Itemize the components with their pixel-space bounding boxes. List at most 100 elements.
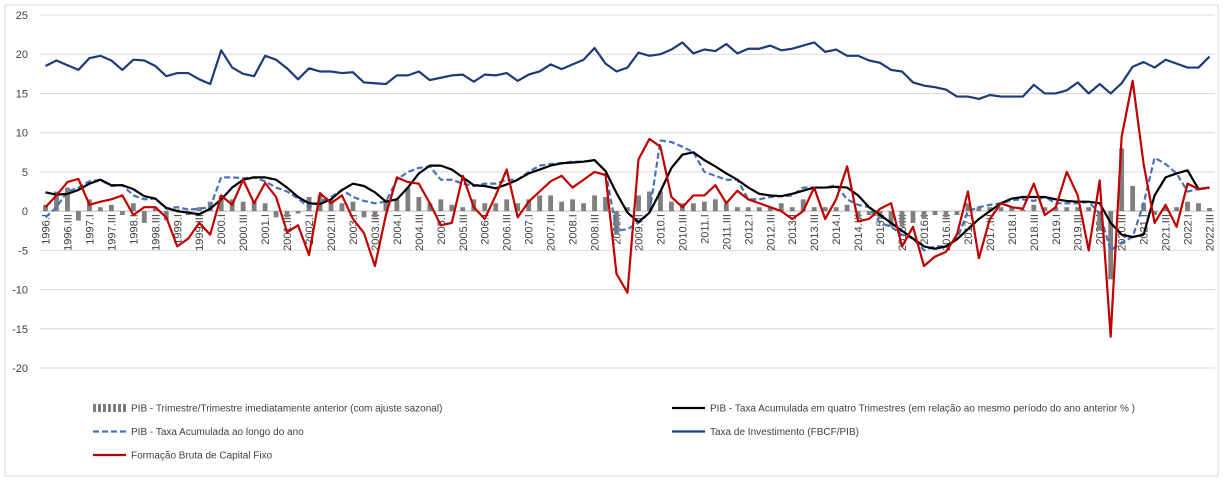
- bar: [844, 204, 850, 212]
- bar: [482, 203, 488, 212]
- bar: [1075, 207, 1081, 212]
- bar: [361, 211, 367, 218]
- bar: [1196, 203, 1201, 212]
- bar: [987, 207, 993, 212]
- x-tick-label: 2008.III: [590, 214, 602, 251]
- legend-swatch: [98, 404, 101, 412]
- bar: [690, 203, 696, 212]
- bar: [339, 203, 345, 212]
- bar: [756, 207, 762, 212]
- legend-swatch: [113, 404, 116, 412]
- legend: PIB - Trimestre/Trimestre imediatamente …: [93, 404, 1135, 462]
- bar: [1174, 207, 1179, 212]
- bar: [449, 204, 455, 212]
- bar: [822, 207, 828, 212]
- x-tick-label: 2007.I: [524, 214, 536, 245]
- x-tick-label: 2010.III: [677, 214, 689, 251]
- x-tick-label: 2000.III: [238, 214, 250, 251]
- bar: [712, 199, 718, 212]
- bar: [1141, 203, 1147, 212]
- bar: [196, 207, 202, 212]
- bar: [240, 201, 246, 212]
- bar: [372, 211, 378, 218]
- bar: [504, 199, 510, 212]
- bar: [1097, 211, 1103, 231]
- bar: [1064, 207, 1070, 212]
- legend-swatch: [123, 404, 126, 412]
- y-tick-label: -15: [12, 324, 28, 336]
- bar: [932, 211, 938, 216]
- bar: [1163, 207, 1168, 212]
- bar: [1086, 207, 1092, 212]
- x-tick-label: 1996.I: [40, 214, 52, 245]
- y-tick-label: 10: [16, 128, 28, 140]
- bar: [1020, 209, 1026, 212]
- bar: [811, 207, 817, 212]
- y-tick-label: -20: [12, 363, 28, 375]
- x-tick-label: 2010.I: [655, 214, 667, 245]
- plot-area: 1996.I 1996.III 1997.I 1997.III 1998.I 1998.I…: [40, 41, 1217, 338]
- bar: [965, 203, 971, 212]
- line-series: [45, 151, 1210, 250]
- legend-label: PIB - Trimestre/Trimestre imediatamente …: [131, 404, 442, 415]
- bar: [537, 195, 543, 212]
- bar: [614, 211, 619, 235]
- bar: [1130, 186, 1136, 212]
- legend-label: PIB - Taxa Acumulada em quatro Trimestre…: [710, 404, 1135, 415]
- bar: [1185, 201, 1190, 212]
- bar: [669, 201, 674, 212]
- bar: [350, 201, 356, 212]
- bar: [405, 187, 411, 212]
- bar: [855, 211, 861, 219]
- bar: [460, 207, 466, 212]
- x-tick-label: 2006.III: [502, 214, 514, 251]
- bar: [921, 211, 927, 219]
- y-tick-label: 5: [22, 167, 28, 179]
- x-tick-label: 1997.I: [84, 214, 96, 245]
- bar: [592, 195, 597, 212]
- bar: [888, 211, 894, 227]
- x-tick-label: 1996.III: [62, 214, 74, 251]
- bar: [1053, 207, 1059, 212]
- x-tick-label: 2000.I: [216, 214, 228, 245]
- y-tick-label: 25: [16, 10, 28, 22]
- bar: [1207, 207, 1212, 212]
- x-tick-label: 2003.I: [348, 214, 360, 245]
- x-tick-label: 2014.III: [853, 214, 865, 251]
- x-tick-label: 2018.III: [1029, 214, 1041, 251]
- legend-label: Formação Bruta de Capital Fixo: [131, 451, 273, 462]
- x-tick-label: 2012.I: [743, 214, 755, 245]
- bar: [1119, 148, 1125, 212]
- x-tick-label: 2001.I: [260, 214, 272, 245]
- bar: [152, 207, 158, 212]
- bar: [976, 207, 982, 212]
- bar: [394, 199, 400, 212]
- x-tick-label: 2008.I: [568, 214, 580, 245]
- bar: [1042, 207, 1048, 212]
- bar: [658, 191, 663, 212]
- x-tick-label: 2021.III: [1161, 214, 1173, 251]
- bar: [493, 203, 499, 212]
- bar: [954, 211, 960, 216]
- bar: [625, 207, 630, 212]
- x-tick-label: 2002.III: [326, 214, 338, 251]
- bar: [43, 204, 48, 212]
- bar: [789, 207, 795, 212]
- legend-label: PIB - Taxa Acumulada ao longo do ano: [131, 427, 304, 438]
- x-tick-label: 2013.I: [787, 214, 799, 245]
- x-tick-label: 2022.III: [1205, 214, 1217, 251]
- x-tick-label: 1999.I: [172, 214, 184, 245]
- line-series: [44, 79, 1210, 338]
- bar: [734, 207, 740, 212]
- line-series: [44, 41, 1211, 101]
- x-tick-label: 1997.III: [106, 214, 118, 251]
- bar: [383, 199, 389, 212]
- bar: [1108, 211, 1114, 280]
- x-tick-label: 1999.III: [194, 214, 206, 251]
- bar: [328, 199, 334, 212]
- bar: [141, 211, 147, 223]
- legend-swatch: [103, 404, 106, 412]
- bar: [559, 201, 565, 212]
- x-tick-label: 2022.I: [1183, 214, 1195, 245]
